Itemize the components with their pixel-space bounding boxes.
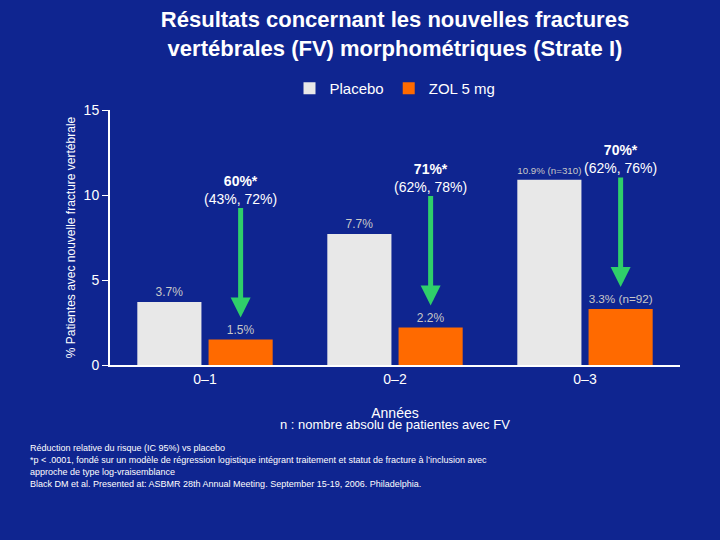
svg-text:Black DM et al. Presented at:: Black DM et al. Presented at: ASBMR 28th… xyxy=(30,479,421,489)
svg-text:1.5%: 1.5% xyxy=(227,323,255,337)
svg-text:10: 10 xyxy=(84,187,100,203)
svg-text:0: 0 xyxy=(91,357,99,373)
svg-text:7.7%: 7.7% xyxy=(346,217,374,231)
svg-text:Résultats concernant les nouve: Résultats concernant les nouvelles fract… xyxy=(161,7,629,61)
svg-text:% Patientes avec nouvelle frac: % Patientes avec nouvelle fracture verté… xyxy=(64,116,78,358)
svg-text:Placebo: Placebo xyxy=(330,80,384,97)
svg-text:2.2%: 2.2% xyxy=(417,311,445,325)
svg-text:71%*(62%, 78%): 71%*(62%, 78%) xyxy=(394,161,467,195)
svg-text:70%*(62%, 76%): 70%*(62%, 76%) xyxy=(584,142,657,176)
svg-text:5: 5 xyxy=(91,272,99,288)
svg-text:*p < .0001, fondé sur un modèl: *p < .0001, fondé sur un modèle de régre… xyxy=(30,455,487,465)
svg-text:Années: Années xyxy=(371,405,418,421)
svg-text:approche de type log-vraisembl: approche de type log-vraisemblance xyxy=(30,467,175,477)
svg-text:0–1: 0–1 xyxy=(193,371,217,387)
svg-text:60%*(43%, 72%): 60%*(43%, 72%) xyxy=(204,173,277,207)
svg-text:Réduction relative du risque (: Réduction relative du risque (IC 95%) vs… xyxy=(30,443,225,453)
svg-text:0–2: 0–2 xyxy=(383,371,407,387)
svg-text:n : nombre absolu de patientes: n : nombre absolu de patientes avec FV xyxy=(280,417,510,432)
svg-text:3.7%: 3.7% xyxy=(156,285,184,299)
svg-text:15: 15 xyxy=(84,102,100,118)
svg-text:10.9% (n=310): 10.9% (n=310) xyxy=(517,165,581,176)
svg-text:0–3: 0–3 xyxy=(573,371,597,387)
svg-text:3.3% (n=92): 3.3% (n=92) xyxy=(589,292,653,305)
svg-text:ZOL 5 mg: ZOL 5 mg xyxy=(429,80,495,97)
